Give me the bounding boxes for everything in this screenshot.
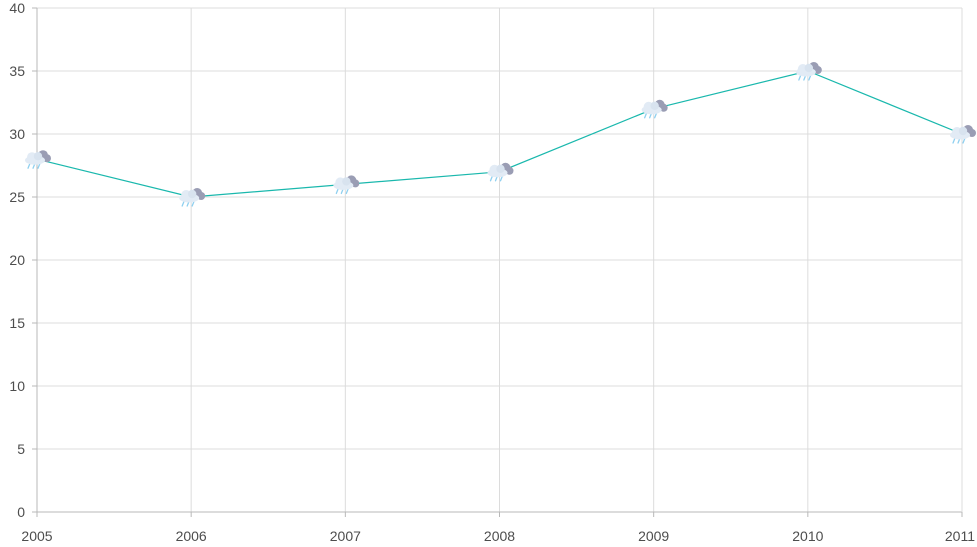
rain-cloud-icon[interactable] bbox=[949, 124, 977, 144]
rain-cloud-icon[interactable] bbox=[178, 187, 206, 207]
x-tick-label: 2005 bbox=[21, 528, 52, 544]
rain-cloud-icon[interactable] bbox=[332, 174, 360, 195]
x-tick-label: 2009 bbox=[638, 528, 669, 544]
x-tick-label: 2007 bbox=[330, 528, 361, 544]
x-tick-label: 2006 bbox=[176, 528, 207, 544]
x-tick-label: 2010 bbox=[792, 528, 823, 544]
y-tick-label: 25 bbox=[9, 189, 25, 205]
y-tick-label: 5 bbox=[17, 441, 25, 457]
y-tick-label: 40 bbox=[9, 0, 25, 16]
axes bbox=[32, 7, 963, 517]
series bbox=[24, 61, 977, 207]
y-tick-label: 15 bbox=[9, 315, 25, 331]
y-tick-label: 0 bbox=[17, 504, 25, 520]
y-tick-label: 35 bbox=[9, 63, 25, 79]
rain-cloud-icon[interactable] bbox=[641, 99, 669, 119]
grid bbox=[37, 7, 963, 512]
rain-cloud-icon[interactable] bbox=[795, 61, 823, 81]
tick-labels: 0 5 10 15 20 25 30 35 40 2005 2006 2007 2008 2009 2010… bbox=[9, 0, 975, 544]
x-tick-label: 2008 bbox=[484, 528, 515, 544]
rain-cloud-icon[interactable] bbox=[486, 162, 515, 182]
y-tick-label: 30 bbox=[9, 126, 25, 142]
rain-cloud-icon[interactable] bbox=[24, 149, 52, 169]
x-tick-label: 2011 bbox=[945, 528, 975, 544]
y-tick-label: 20 bbox=[9, 252, 25, 268]
y-tick-label: 10 bbox=[9, 378, 25, 394]
